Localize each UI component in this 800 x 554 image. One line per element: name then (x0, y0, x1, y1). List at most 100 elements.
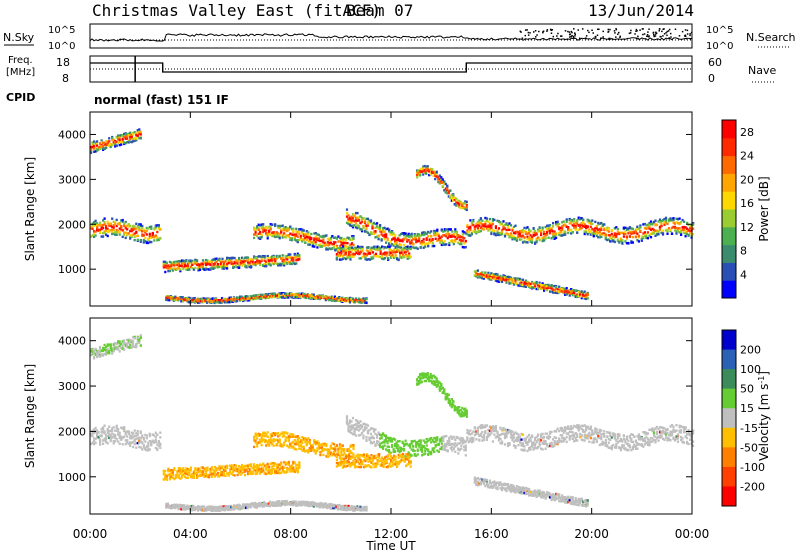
range-cell (124, 431, 127, 434)
range-cell (640, 238, 643, 241)
range-cell (90, 235, 93, 238)
range-cell (565, 218, 568, 221)
range-cell (664, 216, 668, 220)
range-cell (262, 467, 265, 470)
range-cell (314, 243, 317, 246)
range-cell (316, 442, 319, 445)
range-cell (683, 225, 686, 229)
range-cell (323, 295, 326, 298)
range-cell (170, 469, 173, 472)
range-cell (200, 262, 203, 265)
range-cell (263, 294, 266, 297)
range-cell (469, 234, 472, 237)
range-cell (262, 434, 265, 437)
range-cell (153, 441, 156, 444)
nsearch-point (690, 31, 693, 34)
range-cell (93, 439, 96, 443)
range-cell (453, 203, 456, 206)
range-cell (445, 232, 448, 236)
range-cell (275, 231, 278, 234)
range-cell (318, 294, 321, 297)
range-cell (450, 199, 453, 202)
range-cell (529, 234, 532, 237)
range-cell (139, 224, 142, 228)
range-cell (416, 170, 419, 173)
range-cell (309, 296, 312, 299)
range-cell (289, 262, 292, 265)
range-cell (448, 233, 451, 236)
range-cell (267, 295, 270, 299)
range-cell (496, 280, 499, 283)
range-cell (289, 260, 292, 263)
range-cell (219, 262, 223, 266)
range-cell (365, 246, 369, 249)
range-cell (216, 472, 220, 475)
range-cell (678, 227, 681, 230)
range-cell (454, 240, 457, 243)
range-cell (278, 224, 281, 228)
range-cell (683, 231, 686, 234)
range-cell (210, 472, 214, 476)
range-cell (364, 256, 367, 259)
range-cell (443, 228, 446, 231)
range-cell (118, 434, 121, 437)
range-cell (209, 263, 212, 267)
range-cell (329, 238, 332, 241)
range-cell (168, 260, 171, 264)
range-cell (90, 225, 93, 229)
range-cell (350, 216, 353, 220)
range-cell (269, 259, 272, 262)
range-cell (281, 254, 284, 257)
range-cell (230, 260, 233, 263)
range-cell (289, 253, 292, 256)
range-cell (552, 235, 555, 238)
range-cell (259, 472, 262, 475)
range-cell (301, 441, 304, 445)
range-cell (341, 298, 344, 301)
range-cell (637, 234, 640, 238)
range-cell (265, 265, 268, 268)
range-cell (416, 173, 419, 177)
colorbar-tick-label: 24 (740, 150, 754, 163)
range-cell (136, 234, 139, 237)
range-cell (454, 235, 457, 239)
range-cell (340, 251, 343, 254)
range-cell (253, 226, 256, 230)
range-cell (561, 290, 564, 293)
range-cell (670, 232, 674, 235)
range-cell (266, 237, 269, 240)
range-cell (637, 227, 640, 230)
range-cell (238, 465, 241, 468)
range-cell (410, 232, 413, 236)
range-cell (114, 433, 117, 437)
range-cell (180, 264, 183, 268)
range-cell (286, 255, 289, 258)
range-cell (400, 232, 403, 236)
nsearch-point (552, 35, 555, 38)
range-cell (171, 263, 174, 266)
range-cell (247, 471, 250, 474)
range-cell (423, 164, 426, 168)
range-cell (349, 248, 352, 251)
range-cell (197, 468, 200, 472)
range-cell (310, 240, 313, 244)
range-cell (144, 231, 147, 234)
range-cell (416, 171, 419, 174)
range-cell (409, 233, 412, 237)
range-cell (616, 230, 619, 233)
range-cell (349, 238, 352, 241)
range-cell (509, 233, 513, 236)
range-cell (479, 229, 482, 233)
range-cell (129, 229, 132, 233)
range-cell (423, 169, 426, 173)
range-cell (532, 286, 535, 290)
range-cell (448, 228, 451, 231)
range-cell (406, 257, 409, 260)
range-cell (344, 297, 347, 300)
range-cell (286, 234, 289, 237)
range-cell (350, 224, 353, 228)
range-cell (352, 235, 355, 238)
range-cell (564, 293, 567, 296)
range-cell (586, 293, 589, 296)
range-cell (221, 260, 224, 263)
